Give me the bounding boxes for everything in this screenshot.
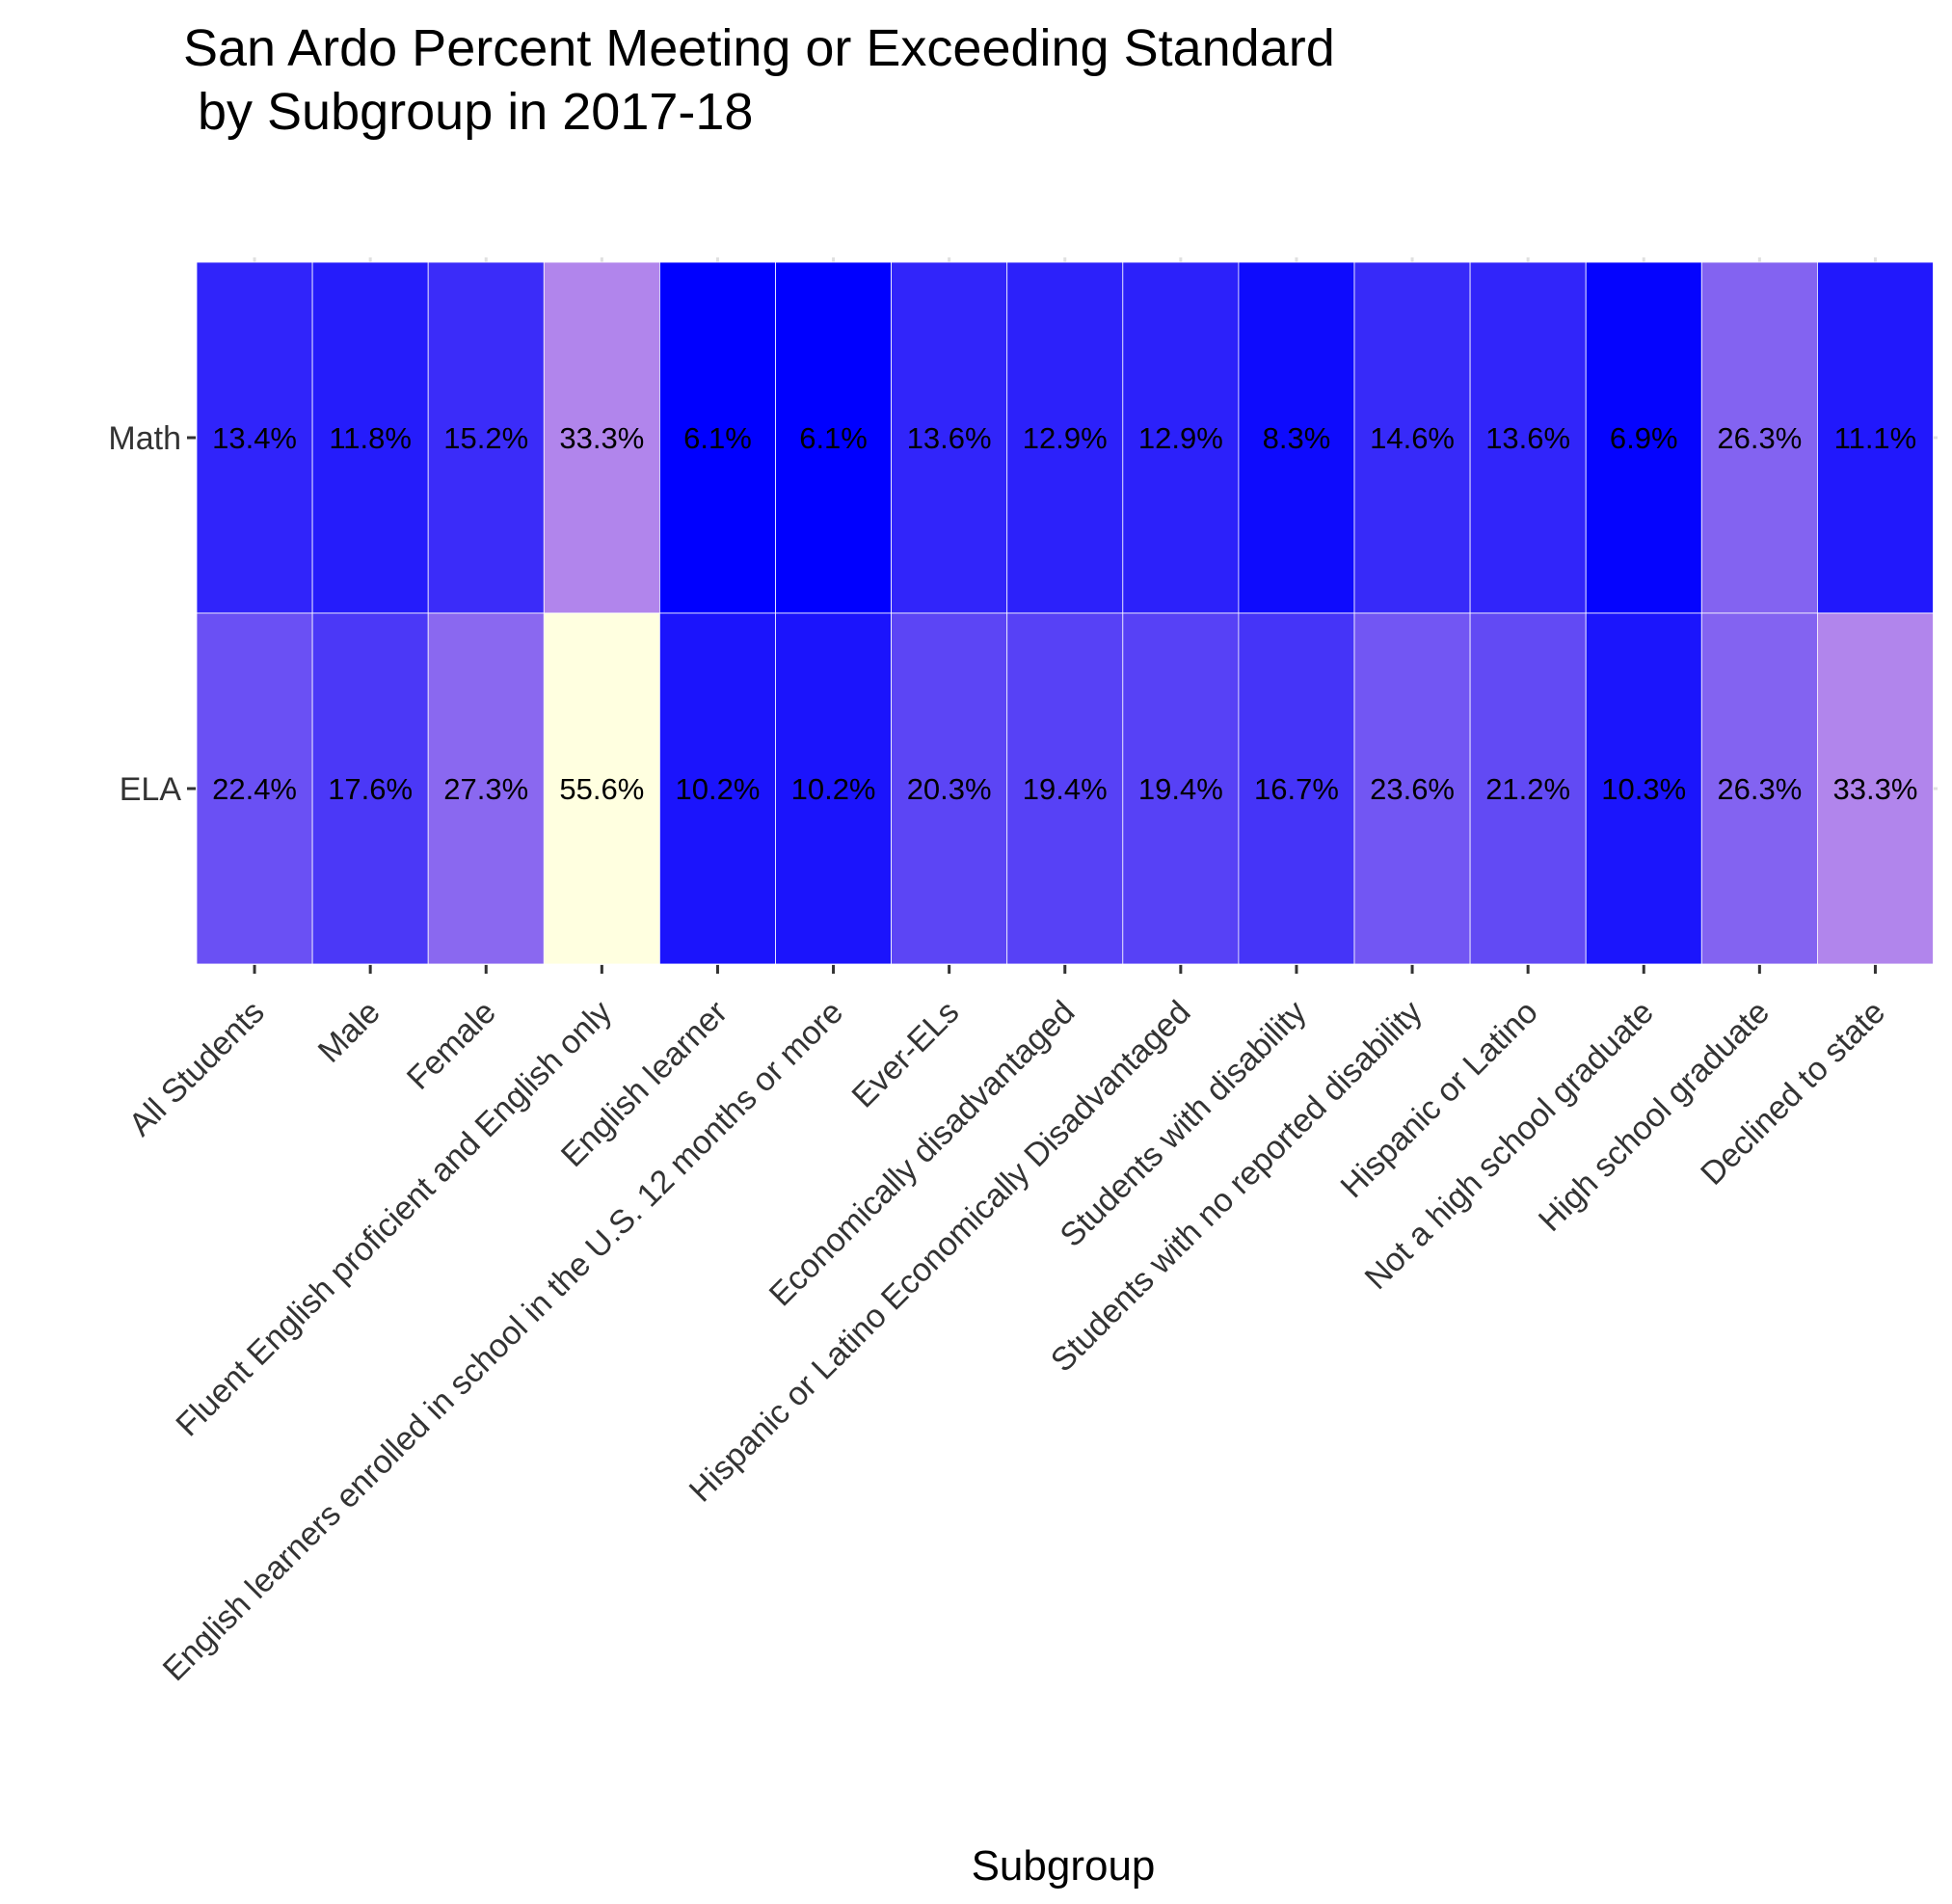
cell-label-ela-15: 33.3% bbox=[1832, 772, 1917, 806]
cell-label-math-15: 11.1% bbox=[1834, 421, 1917, 455]
heatmap-cell-ela-13 bbox=[1585, 612, 1702, 965]
cell-label-math-14: 26.3% bbox=[1717, 421, 1802, 455]
heatmap-cell-math-2 bbox=[311, 261, 429, 614]
cell-label-ela-14: 26.3% bbox=[1717, 772, 1802, 806]
heatmap-cell-ela-14 bbox=[1700, 612, 1818, 965]
heatmap-cell-math-1 bbox=[196, 261, 313, 614]
heatmap-cell-ela-9 bbox=[1122, 612, 1240, 965]
cell-label-ela-6: 10.2% bbox=[791, 772, 876, 806]
heatmap-cell-ela-6 bbox=[775, 612, 892, 965]
cell-label-ela-2: 17.6% bbox=[328, 772, 413, 806]
cell-label-math-9: 12.9% bbox=[1138, 421, 1223, 455]
heatmap-cell-ela-4 bbox=[543, 612, 660, 965]
heatmap-cell-ela-11 bbox=[1353, 612, 1471, 965]
cell-label-ela-5: 10.2% bbox=[675, 772, 760, 806]
heatmap-cell-ela-2 bbox=[311, 612, 429, 965]
cell-label-ela-13: 10.3% bbox=[1601, 772, 1686, 806]
heatmap-cells bbox=[196, 261, 1934, 965]
x-tick-label-4: Fluent English proficient and English on… bbox=[169, 994, 619, 1444]
heatmap-cell-ela-10 bbox=[1238, 612, 1355, 965]
heatmap-cell-math-13 bbox=[1585, 261, 1702, 614]
cell-label-math-8: 12.9% bbox=[1023, 421, 1108, 455]
heatmap-cell-ela-5 bbox=[659, 612, 776, 965]
cell-label-math-10: 8.3% bbox=[1263, 421, 1331, 455]
heatmap-cell-math-9 bbox=[1122, 261, 1240, 614]
heatmap-cell-ela-1 bbox=[196, 612, 313, 965]
heatmap-cell-math-7 bbox=[891, 261, 1008, 614]
x-tick-label-7: Ever-ELs bbox=[845, 994, 967, 1115]
heatmap-cell-math-4 bbox=[543, 261, 660, 614]
cell-label-math-12: 13.6% bbox=[1485, 421, 1570, 455]
cell-label-ela-7: 20.3% bbox=[907, 772, 992, 806]
chart-title: San Ardo Percent Meeting or Exceeding St… bbox=[183, 19, 1335, 141]
y-axis: Math ELA bbox=[108, 420, 196, 808]
x-tick-label-12: Hispanic or Latino bbox=[1333, 994, 1544, 1205]
x-tick-label-2: Male bbox=[311, 994, 388, 1070]
cell-label-math-4: 33.3% bbox=[559, 421, 644, 455]
y-tick-label-ela: ELA bbox=[120, 771, 182, 808]
x-axis-title: Subgroup bbox=[972, 1842, 1156, 1890]
cell-label-math-2: 11.8% bbox=[329, 421, 412, 455]
cell-label-ela-12: 21.2% bbox=[1485, 772, 1570, 806]
x-tick-label-1: All Students bbox=[122, 994, 272, 1143]
heatmap-cell-math-14 bbox=[1700, 261, 1818, 614]
heatmap-cell-math-15 bbox=[1817, 261, 1934, 614]
x-tick-label-3: Female bbox=[400, 994, 503, 1097]
heatmap-cell-ela-8 bbox=[1006, 612, 1124, 965]
heatmap-cell-math-6 bbox=[775, 261, 892, 614]
cell-label-ela-4: 55.6% bbox=[559, 772, 644, 806]
cell-label-math-13: 6.9% bbox=[1610, 421, 1678, 455]
heatmap-cell-ela-7 bbox=[891, 612, 1008, 965]
heatmap-cell-ela-3 bbox=[427, 612, 545, 965]
cell-label-math-5: 6.1% bbox=[683, 421, 752, 455]
cell-label-ela-1: 22.4% bbox=[212, 772, 297, 806]
cell-label-ela-10: 16.7% bbox=[1254, 772, 1339, 806]
cell-label-ela-11: 23.6% bbox=[1370, 772, 1455, 806]
chart-title-line-2: by Subgroup in 2017-18 bbox=[183, 83, 753, 141]
cell-label-ela-3: 27.3% bbox=[443, 772, 528, 806]
cell-label-math-11: 14.6% bbox=[1370, 421, 1455, 455]
cell-label-math-7: 13.6% bbox=[907, 421, 992, 455]
heatmap-cell-ela-15 bbox=[1817, 612, 1934, 965]
chart-title-line-1: San Ardo Percent Meeting or Exceeding St… bbox=[183, 19, 1335, 77]
heatmap-cell-math-8 bbox=[1006, 261, 1124, 614]
x-tick-label-14: High school graduate bbox=[1532, 994, 1777, 1239]
cell-label-ela-9: 19.4% bbox=[1138, 772, 1223, 806]
heatmap-cell-math-3 bbox=[427, 261, 545, 614]
cell-labels: 13.4% 11.8% 15.2% 33.3% 6.1% 6.1% 13.6% 12.9% 12… bbox=[212, 421, 1917, 806]
cell-label-ela-8: 19.4% bbox=[1023, 772, 1108, 806]
cell-label-math-3: 15.2% bbox=[443, 421, 528, 455]
y-tick-label-math: Math bbox=[108, 420, 181, 457]
heatmap-cell-ela-12 bbox=[1469, 612, 1587, 965]
cell-label-math-1: 13.4% bbox=[212, 421, 297, 455]
cell-label-math-6: 6.1% bbox=[799, 421, 868, 455]
heatmap-cell-math-11 bbox=[1353, 261, 1471, 614]
